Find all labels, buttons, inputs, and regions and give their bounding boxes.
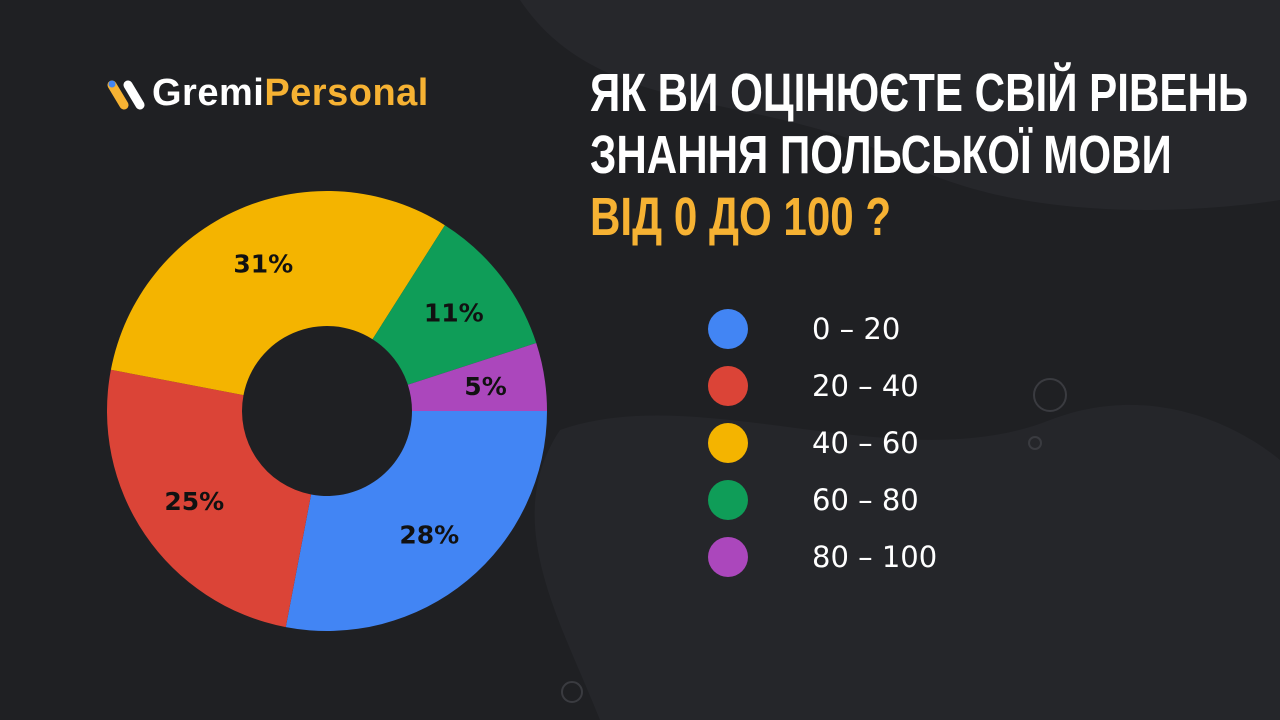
legend: 0 – 20 20 – 40 40 – 60 60 – 80 80 – 100 — [708, 300, 937, 585]
legend-label: 0 – 20 — [812, 311, 901, 346]
data-label: 5% — [464, 372, 506, 401]
legend-label: 40 – 60 — [812, 425, 919, 460]
logo-text-gremi: Gremi — [152, 72, 265, 114]
data-label: 11% — [424, 299, 484, 328]
donut-slice-3 — [372, 225, 537, 385]
legend-label: 60 – 80 — [812, 482, 919, 517]
legend-item: 20 – 40 — [708, 357, 937, 414]
donut-slice-2 — [110, 191, 445, 396]
donut-slice-4 — [407, 343, 547, 411]
legend-label: 80 – 100 — [812, 539, 938, 574]
legend-swatch — [708, 308, 748, 349]
logo-text-personal: Personal — [264, 72, 429, 114]
data-label: 25% — [164, 487, 224, 516]
legend-item: 40 – 60 — [708, 414, 937, 471]
donut-slice-0 — [285, 411, 547, 632]
title-line-2: ЗНАННЯ ПОЛЬСЬКОЇ МОВИ — [590, 125, 1172, 185]
legend-swatch — [708, 422, 748, 463]
legend-item: 0 – 20 — [708, 300, 937, 357]
logo-mark-icon — [107, 80, 145, 109]
donut-slice-1 — [107, 369, 312, 628]
data-label: 31% — [233, 250, 293, 279]
data-label: 28% — [399, 521, 459, 550]
legend-item: 80 – 100 — [708, 528, 937, 585]
legend-label: 20 – 40 — [812, 368, 919, 403]
chart-title: ЯК ВИ ОЦІНЮЄТЕ СВІЙ РІВЕНЬ ЗНАННЯ ПОЛЬСЬ… — [590, 62, 1248, 248]
logo: Gremi Personal — [106, 72, 429, 115]
legend-swatch — [708, 365, 748, 406]
title-line-1: ЯК ВИ ОЦІНЮЄТЕ СВІЙ РІВЕНЬ — [590, 63, 1249, 123]
legend-swatch — [708, 536, 748, 577]
title-line-3: ВІД 0 ДО 100 ? — [590, 187, 892, 247]
legend-item: 60 – 80 — [708, 471, 937, 528]
donut-chart: 28% 25% 31% 11% 5% — [107, 191, 547, 632]
legend-swatch — [708, 479, 748, 520]
